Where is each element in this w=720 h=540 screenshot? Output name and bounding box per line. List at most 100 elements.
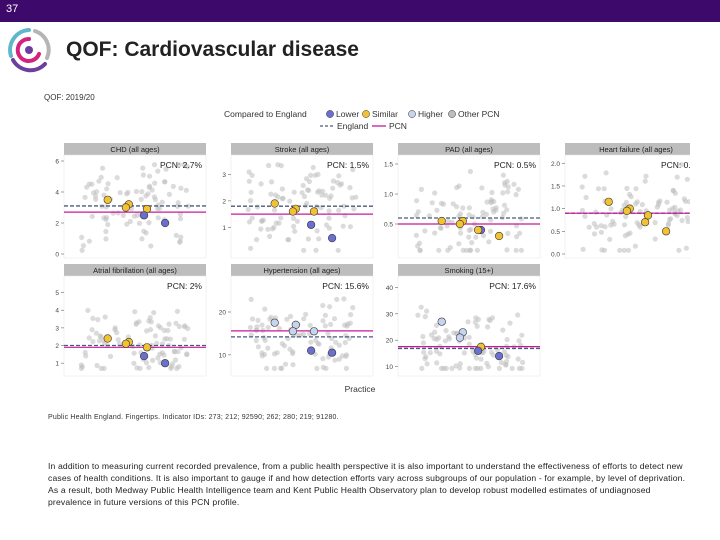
other-pcn-point (443, 328, 449, 334)
other-pcn-point (618, 209, 624, 216)
other-pcn-point (323, 192, 329, 198)
other-pcn-point (276, 325, 282, 332)
other-pcn-point (667, 217, 673, 223)
other-pcn-point (315, 189, 321, 195)
other-pcn-point (468, 247, 474, 253)
y-tick-label: 10 (386, 364, 394, 371)
y-tick-label: 1 (55, 361, 59, 368)
other-pcn-point (432, 329, 438, 335)
practice-point (309, 327, 319, 336)
other-pcn-point (347, 320, 353, 326)
other-pcn-point (469, 240, 475, 246)
other-pcn-point (518, 247, 524, 253)
other-pcn-point (624, 185, 630, 191)
other-pcn-point (434, 360, 440, 366)
other-pcn-point (143, 360, 150, 366)
other-pcn-point (322, 323, 328, 329)
other-pcn-point (139, 189, 145, 195)
other-pcn-point (254, 204, 261, 210)
legend-other-pcn-swatch (448, 110, 456, 118)
other-pcn-point (146, 220, 152, 226)
other-pcn-point (353, 194, 359, 200)
y-tick-label: 4 (55, 308, 59, 315)
other-pcn-point (86, 238, 92, 244)
other-pcn-point (315, 171, 321, 177)
other-pcn-point (672, 204, 678, 210)
other-pcn-point (162, 179, 168, 185)
other-pcn-point (275, 194, 281, 200)
practice-point (455, 219, 465, 229)
other-pcn-point (483, 211, 489, 217)
other-pcn-point (107, 353, 114, 359)
other-pcn-point (340, 223, 346, 229)
other-pcn-point (115, 337, 121, 343)
other-pcn-point (161, 352, 167, 358)
panel-title: Heart failure (all ages) (599, 145, 673, 154)
other-pcn-point (290, 362, 296, 368)
other-pcn-point (86, 335, 92, 341)
practice-point (307, 220, 316, 229)
other-pcn-point (79, 247, 85, 253)
other-pcn-point (639, 202, 646, 208)
other-pcn-point (611, 221, 617, 227)
chart-panel: Hypertension (all ages) 10 20 PCN: 15.6% (219, 264, 374, 377)
chart-panel: Atrial fibrillation (all ages) 1 2 3 4 5 PCN: … (55, 264, 207, 377)
other-pcn-point (163, 166, 169, 172)
other-pcn-point (516, 338, 522, 344)
practice-point (103, 334, 112, 343)
other-pcn-point (456, 241, 462, 247)
other-pcn-point (466, 227, 472, 233)
other-pcn-point (664, 199, 670, 205)
other-pcn-point (320, 356, 326, 362)
other-pcn-point (520, 359, 526, 365)
other-pcn-point (442, 338, 448, 344)
other-pcn-point (271, 365, 277, 371)
other-pcn-point (148, 243, 154, 249)
other-pcn-point (466, 334, 472, 340)
other-pcn-point (175, 200, 181, 206)
other-pcn-point (245, 207, 251, 213)
panel-title: Atrial fibrillation (all ages) (93, 266, 177, 275)
practice-point (455, 333, 465, 342)
other-pcn-point (501, 210, 507, 216)
other-pcn-point (131, 360, 137, 366)
other-pcn-point (505, 184, 511, 190)
y-tick-label: 20 (219, 310, 227, 317)
other-pcn-point (279, 186, 285, 192)
pcn-value-label: PCN: 2% (167, 281, 202, 291)
other-pcn-point (595, 186, 602, 192)
y-tick-label: 0 (55, 252, 59, 259)
other-pcn-point (434, 207, 440, 213)
qof-chart: QOF: 2019/20 Compared to England Lower S… (44, 93, 690, 394)
other-pcn-point (110, 210, 116, 216)
practice-point (139, 352, 149, 361)
other-pcn-point (421, 349, 427, 355)
other-pcn-point (103, 228, 109, 235)
other-pcn-point (185, 164, 191, 170)
y-tick-label: 5 (55, 290, 59, 297)
other-pcn-point (284, 316, 290, 322)
other-pcn-point (255, 344, 261, 350)
other-pcn-point (326, 208, 332, 214)
other-pcn-point (314, 228, 320, 234)
other-pcn-point (418, 186, 424, 192)
chart-panel: Stroke (all ages) 1 2 3 PCN: 1.5% (222, 143, 374, 259)
other-pcn-point (667, 207, 673, 213)
other-pcn-point (157, 206, 163, 212)
other-pcn-point (501, 202, 508, 208)
other-pcn-point (248, 245, 254, 251)
other-pcn-point (582, 173, 588, 179)
other-pcn-point (146, 318, 152, 324)
other-pcn-point (288, 313, 294, 319)
other-pcn-point (491, 209, 497, 215)
other-pcn-point (426, 213, 432, 219)
other-pcn-point (150, 357, 156, 363)
other-pcn-point (479, 185, 485, 191)
other-pcn-point (316, 236, 322, 242)
other-pcn-point (178, 185, 184, 191)
other-pcn-point (148, 327, 154, 333)
other-pcn-point (282, 361, 289, 367)
pcn-value-label: PCN: 1.5% (327, 160, 369, 170)
other-pcn-point (625, 247, 632, 253)
other-pcn-point (633, 186, 639, 192)
